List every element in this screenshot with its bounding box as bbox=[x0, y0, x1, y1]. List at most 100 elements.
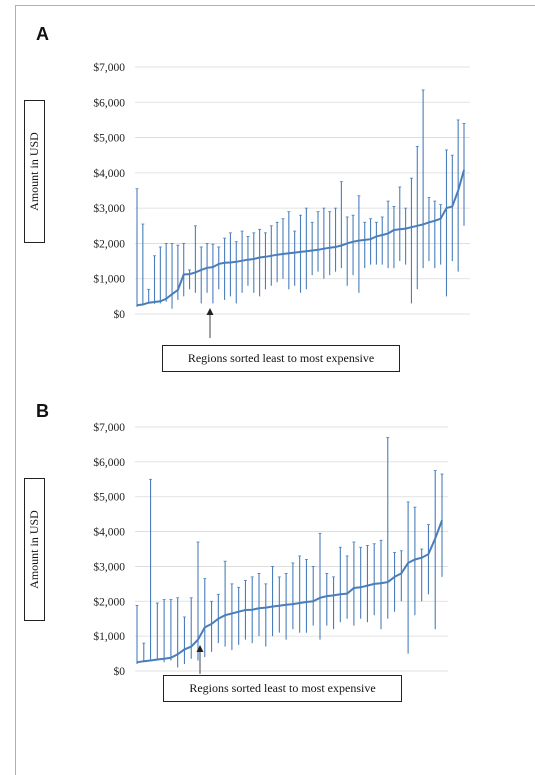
panel-b-data-point bbox=[373, 583, 375, 585]
panel-b-data-point bbox=[285, 604, 287, 606]
panel-b-data-point bbox=[217, 618, 219, 620]
panel-a-data-point bbox=[270, 255, 272, 257]
panel-b-series-line bbox=[136, 520, 443, 664]
panel-b-data-point bbox=[353, 587, 355, 589]
panel-b-data-point bbox=[136, 661, 138, 663]
panel-a-data-point bbox=[218, 263, 220, 265]
panel-b-data-point bbox=[380, 582, 382, 584]
panel-a-data-point bbox=[282, 253, 284, 255]
panel-b-data-point bbox=[143, 660, 145, 662]
panel-b-data-point bbox=[441, 519, 443, 522]
panel-b-data-point bbox=[366, 585, 369, 587]
panel-a-data-point bbox=[463, 169, 465, 171]
panel-a-ytick-label: $2,000 bbox=[93, 237, 125, 250]
panel-b-data-point bbox=[434, 537, 436, 540]
panel-a-ytick-label: $4,000 bbox=[93, 167, 125, 180]
panel-a-data-point bbox=[200, 269, 202, 271]
panel-b-data-point bbox=[292, 603, 294, 605]
panel-a-data-point bbox=[317, 249, 319, 251]
panel-b-data-point bbox=[400, 572, 402, 575]
panel-a-data-point bbox=[305, 250, 307, 252]
panel-a-data-point bbox=[340, 244, 342, 247]
figure-frame bbox=[15, 5, 535, 775]
panel-b-data-point bbox=[190, 646, 192, 648]
panel-b-label: B bbox=[36, 401, 49, 421]
panel-a-data-point bbox=[393, 229, 395, 231]
panel-a-data-point bbox=[183, 273, 185, 276]
panel-b-ytick-label: $5,000 bbox=[93, 491, 125, 504]
panel-a-data-point bbox=[329, 247, 331, 249]
panel-b-data-point bbox=[177, 653, 179, 655]
panel-b-data-point bbox=[427, 553, 430, 555]
panel-a-data-point bbox=[364, 239, 366, 241]
panel-a-data-point bbox=[311, 249, 313, 252]
panel-b-data-point bbox=[278, 605, 280, 607]
panel-b-data-point bbox=[271, 605, 274, 608]
panel-b-data-point bbox=[170, 657, 172, 659]
panel-b-data-point bbox=[326, 595, 328, 597]
panel-b-data-point bbox=[360, 586, 362, 588]
panel-b-arrow-head bbox=[196, 645, 204, 652]
panel-a-data-point bbox=[405, 228, 407, 230]
panel-b-data-point bbox=[299, 602, 301, 604]
panel-b-data-point bbox=[258, 607, 260, 609]
panel-b-data-point bbox=[387, 581, 389, 583]
panel-b-data-point bbox=[414, 558, 416, 561]
panel-a-data-point bbox=[294, 252, 296, 254]
panel-b-data-point bbox=[332, 594, 335, 596]
panel-a-ylabel: Amount in USD bbox=[24, 100, 45, 243]
panel-a-data-point bbox=[358, 240, 360, 242]
panel-b-data-point bbox=[183, 648, 186, 650]
panel-a-data-point bbox=[416, 225, 418, 227]
panel-b-annotation: Regions sorted least to most expensive bbox=[163, 675, 402, 702]
panel-a-data-point bbox=[159, 300, 161, 302]
panel-a-data-point bbox=[223, 262, 226, 264]
panel-a-data-point bbox=[165, 298, 167, 300]
panel-b-data-point bbox=[224, 614, 226, 616]
panel-b-data-point bbox=[393, 576, 396, 578]
panel-a-data-point bbox=[434, 220, 436, 222]
panel-a-data-point bbox=[440, 218, 442, 220]
panel-a-data-point bbox=[194, 271, 196, 273]
panel-a-data-point bbox=[428, 221, 430, 223]
panel-b-data-point bbox=[149, 659, 152, 662]
panel-b-data-point bbox=[210, 623, 213, 625]
panel-a-data-point bbox=[410, 226, 413, 228]
panel-b-data-point bbox=[339, 593, 341, 595]
panel-b-data-point bbox=[265, 606, 267, 609]
panel-a-data-point bbox=[177, 289, 179, 291]
panel-a-data-point bbox=[148, 302, 150, 304]
panel-b-ytick-label: $4,000 bbox=[93, 526, 125, 539]
panel-b-data-point bbox=[407, 562, 409, 564]
panel-a-data-point bbox=[153, 301, 156, 303]
panel-b-data-point bbox=[238, 611, 240, 613]
panel-b-data-point bbox=[197, 639, 199, 641]
panel-b-data-point bbox=[421, 557, 423, 559]
panel-a-data-point bbox=[381, 234, 383, 236]
panel-a-data-point bbox=[323, 248, 325, 250]
panel-a-data-point bbox=[375, 235, 378, 237]
panel-a-annotation: Regions sorted least to most expensive bbox=[162, 345, 400, 372]
panel-a-data-point bbox=[264, 256, 267, 258]
panel-a-ytick-label: $0 bbox=[114, 308, 126, 321]
panel-b-data-point bbox=[346, 593, 348, 595]
panel-a-data-point bbox=[247, 259, 249, 261]
panel-b-data-point bbox=[319, 597, 321, 599]
panel-a-data-point bbox=[334, 246, 337, 248]
panel-b-data-point bbox=[312, 600, 314, 602]
panel-a-data-point bbox=[212, 266, 214, 268]
panel-a-data-point bbox=[188, 273, 191, 275]
panel-b-data-point bbox=[204, 626, 206, 629]
panel-b-ytick-label: $3,000 bbox=[93, 560, 125, 573]
panel-b-data-point bbox=[251, 609, 253, 611]
panel-a-data-point bbox=[136, 304, 138, 306]
panel-a-data-point bbox=[457, 189, 459, 192]
panel-b-ytick-label: $2,000 bbox=[93, 595, 125, 608]
panel-a-data-point bbox=[142, 303, 144, 306]
panel-b-data-point bbox=[244, 609, 247, 611]
panel-b-ytick-label: $0 bbox=[114, 665, 126, 678]
panel-a-data-point bbox=[241, 260, 243, 262]
panel-b-data-point bbox=[305, 601, 308, 603]
